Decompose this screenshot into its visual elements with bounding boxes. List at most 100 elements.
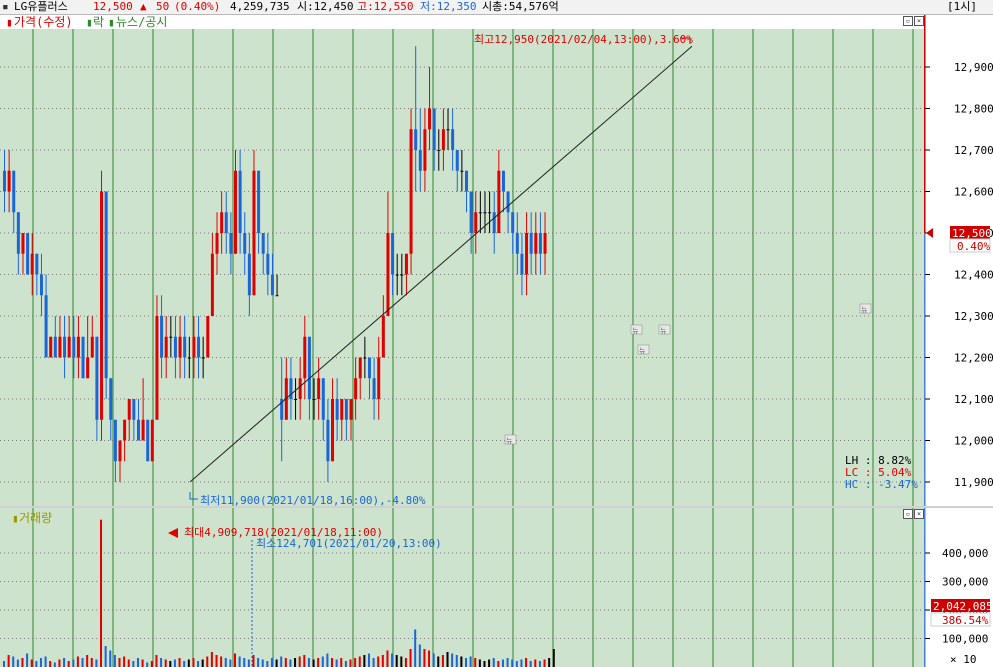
- price-candle-body: [21, 233, 25, 254]
- price-candle-body: [432, 108, 436, 150]
- volume-bar: [520, 659, 523, 667]
- volume-bar: [400, 656, 403, 667]
- volume-bar: [150, 661, 153, 667]
- volume-bar: [372, 658, 375, 667]
- volume-bar: [132, 661, 135, 667]
- volume-bar: [35, 661, 38, 667]
- volume-bar: [53, 662, 56, 667]
- volume-bar: [354, 658, 357, 667]
- price-candle-body: [344, 399, 348, 420]
- current-volume-label: 2,042,085: [933, 600, 993, 613]
- stat-lh: LH : 8.82%: [845, 454, 912, 467]
- high-price: 고:12,550: [357, 0, 414, 13]
- legend-news-marker: ▮: [108, 16, 115, 29]
- stock-name[interactable]: LG유플러스: [14, 0, 68, 13]
- volume-bar: [478, 659, 481, 667]
- volume-bar: [26, 653, 29, 667]
- price-candle-body: [465, 170, 468, 192]
- price-candle-body: [455, 150, 459, 171]
- price-candle-body: [354, 378, 358, 399]
- volume-bar: [206, 656, 209, 667]
- volume-bar: [326, 653, 329, 667]
- volume-bar: [104, 646, 107, 667]
- volume-bar: [483, 661, 486, 667]
- volume-bar: [391, 653, 394, 667]
- price-chart-panel[interactable]: ▮ 가격(수정) ▮ 락 ▮ 뉴스/공시 최고12,950(2021/02/04,13:00…: [0, 15, 924, 506]
- price-chart[interactable]: ▮ 가격(수정) ▮ 락 ▮ 뉴스/공시최고12,950(2021/02/04,13:00…: [0, 15, 924, 506]
- volume-bar: [534, 659, 537, 667]
- price-candle-body: [298, 378, 302, 399]
- price-candle-body: [220, 212, 224, 233]
- volume-chart-panel[interactable]: ▮ 거래량 최대4,909,718(2021/01/18,11:00) 최소124,7…: [0, 508, 924, 667]
- volume-bar: [497, 661, 500, 667]
- volume-multiplier: × 10: [950, 653, 977, 666]
- price-candle-body: [192, 336, 196, 358]
- volume-axis-label: 100,000: [942, 633, 988, 646]
- volume-legend: 거래량: [19, 511, 52, 525]
- volume-bar: [552, 649, 555, 667]
- volume-bar: [21, 658, 24, 667]
- legend-fall: 락: [93, 15, 104, 29]
- volume-axis-scale: 400,000300,000200,000100,0002,042,085386…: [924, 508, 993, 667]
- price-candle-body: [155, 316, 159, 420]
- volume-bar: [160, 658, 163, 667]
- news-marker-label: 뉴: [861, 306, 868, 314]
- volume-bar: [224, 658, 227, 667]
- price-candle-body: [234, 170, 237, 254]
- panel-minimize-icon[interactable]: ▫: [903, 16, 913, 26]
- volume-bar: [538, 661, 541, 667]
- volume-bar: [127, 659, 130, 667]
- volume-bar: [451, 653, 454, 667]
- volume-bar: [455, 655, 458, 667]
- volume-bar: [548, 658, 551, 667]
- price-candle-body: [224, 212, 228, 233]
- volume-bar: [192, 658, 195, 667]
- panel-divider[interactable]: [0, 506, 993, 508]
- panel-close-icon[interactable]: ×: [914, 16, 924, 26]
- price-candle-body: [49, 336, 53, 358]
- price-axis-label: 12,000: [954, 435, 993, 448]
- price-candle-body: [529, 233, 533, 254]
- volume-bar: [261, 659, 264, 667]
- volume-panel-minimize-icon[interactable]: ▫: [903, 509, 913, 519]
- volume-bar: [30, 659, 33, 667]
- volume-bar: [146, 662, 149, 667]
- price-candle-body: [391, 233, 395, 275]
- interval-selector[interactable]: [1시]: [947, 0, 977, 13]
- price-candle-body: [266, 253, 270, 275]
- volume-bar: [428, 650, 431, 667]
- volume-bar: [381, 655, 384, 667]
- max-volume-annotation: 최대4,909,718(2021/01/18,11:00): [184, 526, 383, 539]
- price-candle-body: [414, 129, 418, 150]
- current-volume-pct-label: 386.54%: [942, 614, 989, 627]
- volume-chart[interactable]: ▮ 거래량최대4,909,718(2021/01/18,11:00)최소124,7…: [0, 508, 924, 667]
- price-axis-label: 12,600: [954, 186, 993, 199]
- volume-bar: [257, 658, 260, 667]
- volume-bar: [344, 661, 347, 667]
- volume-bar: [44, 656, 47, 667]
- volume-bar: [76, 656, 79, 667]
- volume-panel-close-icon[interactable]: ×: [914, 509, 924, 519]
- price-axis-label: 12,200: [954, 352, 993, 365]
- volume-bar: [363, 655, 366, 667]
- max-volume-pointer-icon: [168, 528, 178, 538]
- price-axis-label: 11,900: [954, 476, 993, 489]
- stock-selector-icon[interactable]: ▪: [2, 0, 9, 13]
- volume-bar: [358, 656, 361, 667]
- price-candle-body: [123, 419, 127, 441]
- news-marker-icon: [504, 434, 517, 445]
- price-candle-body: [501, 170, 505, 192]
- price-candle-body: [326, 419, 330, 462]
- stat-lc: LC : 5.04%: [845, 466, 912, 479]
- price-candle-body: [169, 336, 173, 338]
- stat-hc: HC : -3.47%: [845, 478, 918, 491]
- volume-bar: [377, 656, 380, 667]
- price-candle-body: [16, 212, 20, 254]
- current-price-pointer-icon: [926, 228, 933, 238]
- volume-bar: [312, 659, 315, 667]
- price-candle-body: [400, 274, 404, 276]
- price-candle-body: [160, 316, 164, 358]
- volume-bar: [238, 656, 241, 667]
- price-candle-body: [67, 336, 71, 358]
- price-candle-body: [183, 336, 187, 358]
